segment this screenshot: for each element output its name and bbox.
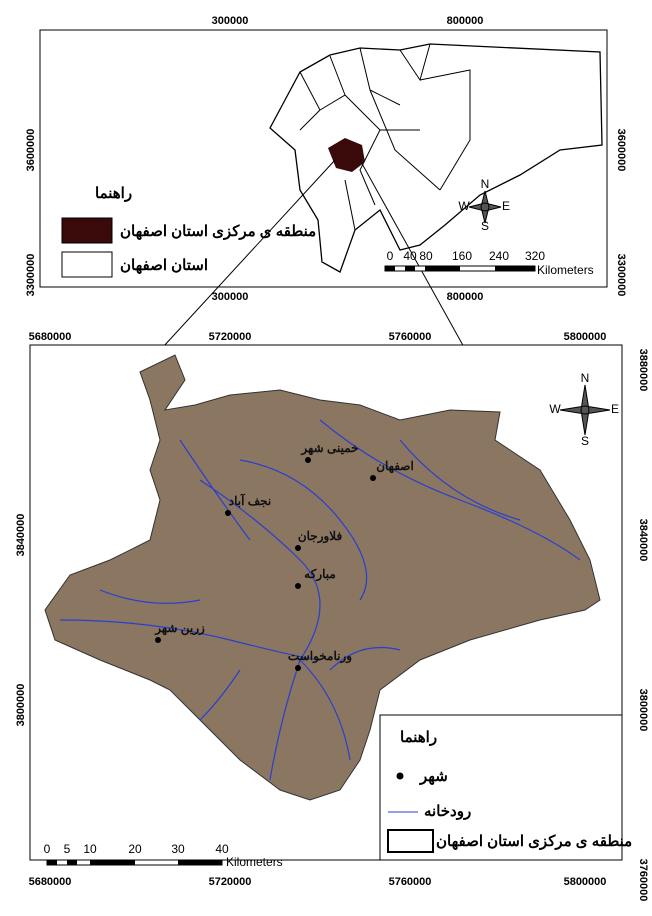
compass-label: S bbox=[481, 219, 489, 233]
scale-label: 40 bbox=[403, 249, 417, 263]
legend-title: راهنما bbox=[95, 185, 132, 202]
compass-rose bbox=[559, 384, 611, 436]
tick-label: 5680000 bbox=[29, 331, 72, 343]
compass-label: E bbox=[611, 402, 619, 416]
city-label: خمینی شهر bbox=[300, 441, 358, 456]
scale-bar bbox=[384, 265, 536, 272]
compass-rose bbox=[468, 190, 502, 224]
tick-label: 5760000 bbox=[389, 876, 432, 888]
legend-swatch bbox=[387, 829, 434, 853]
tick-label: 300000 bbox=[212, 15, 249, 27]
tick-label: 3760000 bbox=[637, 859, 649, 902]
tick-label: 5680000 bbox=[29, 876, 72, 888]
tick-label: 3300000 bbox=[615, 254, 627, 297]
scale-label: 0 bbox=[44, 842, 51, 856]
tick-label: 5800000 bbox=[564, 876, 607, 888]
scale-label: 240 bbox=[489, 249, 509, 263]
scale-label: 10 bbox=[83, 842, 97, 856]
tick-label: 800000 bbox=[447, 15, 484, 27]
city-label: زرین شهر bbox=[154, 621, 205, 636]
legend-city-symbol bbox=[396, 772, 404, 780]
legend-item: رودخانه bbox=[424, 803, 471, 820]
compass-label: W bbox=[458, 199, 470, 213]
city-label: اصفهان bbox=[376, 459, 414, 474]
legend-title: راهنما bbox=[400, 729, 437, 746]
scale-label: 320 bbox=[525, 249, 545, 263]
city-point bbox=[155, 637, 161, 643]
scale-label: 80 bbox=[419, 249, 433, 263]
scale-unit: Kilometers bbox=[226, 855, 283, 869]
central-region bbox=[328, 138, 365, 172]
city-point bbox=[305, 457, 311, 463]
legend-item: استان اصفهان bbox=[120, 257, 208, 274]
tick-label: 300000 bbox=[212, 291, 249, 303]
compass-label: N bbox=[581, 371, 590, 385]
city-point bbox=[295, 545, 301, 551]
tick-label: 3600000 bbox=[615, 129, 627, 172]
county-borders bbox=[299, 43, 471, 231]
legend-item: منطقه ی مرکزی استان اصفهان bbox=[436, 833, 632, 850]
legend-item: شهر bbox=[419, 768, 448, 785]
legend-swatch bbox=[61, 251, 113, 278]
tick-label: 800000 bbox=[447, 291, 484, 303]
tick-label: 3300000 bbox=[25, 254, 37, 297]
compass-label: N bbox=[481, 177, 490, 191]
tick-label: 5720000 bbox=[209, 331, 252, 343]
scale-label: 20 bbox=[128, 842, 142, 856]
rivers bbox=[59, 419, 581, 781]
scale-label: 160 bbox=[452, 249, 472, 263]
scale-label: 0 bbox=[387, 249, 394, 263]
zoom-line bbox=[139, 159, 336, 373]
compass-label: W bbox=[549, 402, 561, 416]
scale-label: 5 bbox=[64, 842, 71, 856]
city-point bbox=[225, 510, 231, 516]
tick-label: 3840000 bbox=[15, 514, 27, 557]
legend-swatch bbox=[61, 217, 113, 244]
tick-label: 3880000 bbox=[637, 349, 649, 392]
tick-label: 5720000 bbox=[209, 876, 252, 888]
tick-label: 5760000 bbox=[389, 331, 432, 343]
tick-label: 3600000 bbox=[25, 129, 37, 172]
tick-label: 3800000 bbox=[637, 689, 649, 732]
scale-label: 30 bbox=[171, 842, 185, 856]
city-label: مبارکه bbox=[304, 567, 336, 582]
city-point bbox=[370, 475, 376, 481]
tick-label: 3800000 bbox=[15, 684, 27, 727]
compass-label: S bbox=[581, 434, 589, 448]
tick-label: 3840000 bbox=[637, 519, 649, 562]
scale-label: 40 bbox=[215, 842, 229, 856]
legend-item: منطقه ی مرکزی استان اصفهان bbox=[120, 223, 316, 240]
province-outline bbox=[269, 43, 603, 273]
city-point bbox=[295, 583, 301, 589]
scale-bar bbox=[46, 859, 223, 866]
city-label: ورنامخواست bbox=[288, 649, 352, 664]
tick-label: 5800000 bbox=[564, 331, 607, 343]
city-label: نجف آباد bbox=[229, 492, 272, 508]
scale-unit: Kilometers bbox=[537, 263, 594, 277]
study-area bbox=[44, 354, 601, 801]
city-point bbox=[295, 665, 301, 671]
city-label: فلاورجان bbox=[298, 529, 343, 544]
compass-label: E bbox=[502, 199, 510, 213]
